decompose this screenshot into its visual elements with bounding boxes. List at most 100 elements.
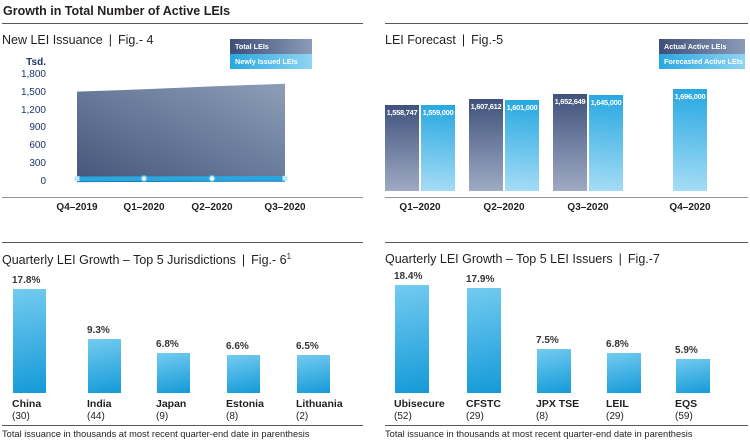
category-label: CFSTC [466,398,501,410]
bar-value-label: 1,601,000 [506,103,538,113]
count-label: (30) [12,411,30,422]
bar-LEIL [607,353,641,393]
count-label: (52) [394,411,412,422]
bar-value-label: 1,652,649 [554,97,586,107]
line-endpoint-marker [282,175,288,181]
category-label: JPX TSE [536,398,580,410]
forecasted-bar-Q2–2020 [505,100,539,191]
legend-item-actual-active-leis: Actual Active LEIs [659,39,745,54]
title-separator: | [618,252,622,266]
data-point-marker [140,174,148,183]
percent-label: 18.4% [394,271,423,283]
percent-label: 9.3% [87,324,110,336]
x-axis-line [385,197,748,198]
count-label: (9) [156,411,169,422]
bar-China [13,289,46,393]
title-separator: | [461,33,466,47]
actual-bar-Q3–2020 [553,94,587,191]
figure-number: Fig.-5 [471,33,504,47]
y-tick-label: 0 [40,175,46,187]
legend-fig5: Actual Active LEIs Forecasted Active LEI… [659,39,745,69]
chart-title-text: Quarterly LEI Growth – Top 5 LEI Issuers [385,252,613,266]
bar-value-label: 1,558,747 [386,108,418,117]
x-axis-label: Q4–2020 [669,202,711,213]
page-title: Growth in Total Number of Active LEIs [3,4,231,18]
category-label: EQS [675,398,698,410]
percent-label: 5.9% [675,344,698,356]
percent-label: 6.8% [156,339,179,351]
bar-JPX TSE [537,349,571,393]
figure-number: Fig.-7 [627,252,660,266]
panel-top5-jurisdictions: Quarterly LEI Growth – Top 5 Jurisdictio… [2,242,363,446]
bar-value-label: 1,645,000 [590,97,622,107]
line-markers [74,174,288,183]
figure-number: Fig.- 4 [118,33,154,47]
x-axis-label: Q1–2020 [399,202,441,213]
bar-value-label: 1,696,000 [674,92,706,101]
x-axis-label: Q1–2020 [123,202,165,213]
count-label: (29) [466,411,484,422]
x-axis-label: Q3–2020 [264,202,306,213]
forecasted-bar-Q3–2020 [589,94,623,191]
legend-item-forecasted-active-leis: Forecasted Active LEIs [659,54,745,69]
percent-label: 6.8% [606,339,629,351]
figure-number: Fig.- 6 [251,253,287,268]
footnote: Total issuance in thousands at most rece… [385,429,693,439]
chart-title-fig7: Quarterly LEI Growth – Top 5 LEI Issuers… [385,252,660,266]
forecasted-bar-Q1–2020 [421,105,455,191]
actual-bar-Q2–2020 [469,99,503,191]
y-tick-label: 900 [29,122,46,134]
y-tick-label: 1,800 [20,69,46,80]
count-label: (44) [87,411,105,422]
x-axis-label: Q3–2020 [567,202,609,213]
data-point-marker [208,174,216,183]
actual-bar-Q1–2020 [385,105,419,191]
category-label: India [87,398,112,410]
bar-value-label: 1,607,612 [470,102,502,112]
divider [2,425,363,426]
count-label: (59) [675,411,693,422]
title-separator: | [108,33,112,47]
legend-item-newly-issued-leis: Newly Issued LEIs [230,54,312,69]
divider [385,425,748,426]
chart-title-text: LEI Forecast [385,33,456,47]
y-tick-label: 1,500 [20,86,46,98]
chart-title-text: Quarterly LEI Growth – Top 5 Jurisdictio… [2,253,236,268]
bar-value-label: 1,559,000 [422,108,454,117]
legend-fig4: Total LEIs Newly Issued LEIs [230,39,312,69]
bar-Japan [157,353,190,393]
category-label: Lithuania [296,398,343,410]
category-label: Estonia [226,398,264,410]
title-separator: | [241,253,246,268]
percent-label: 6.6% [226,340,249,352]
percent-label: 6.5% [296,341,319,352]
y-tick-label: 600 [29,140,46,152]
category-label: LEIL [606,398,629,410]
category-label: Japan [156,398,187,410]
count-label: (29) [606,411,624,422]
figure-footnote-marker: 1 [286,252,292,261]
panel-top5-lei-issuers: Quarterly LEI Growth – Top 5 LEI Issuers… [385,242,748,446]
category-label: Ubisecure [394,398,445,410]
bar-Estonia [227,354,260,393]
panel-lei-forecast: LEI Forecast | Fig.-5 Actual Active LEIs F… [385,23,748,233]
chart-title-text: New LEI Issuance [2,33,103,47]
x-axis-label: Q2–2020 [191,202,233,213]
bar-Ubisecure [395,285,429,393]
line-endpoint-marker [74,176,80,182]
count-label: (8) [536,411,549,422]
bar-EQS [676,358,710,393]
x-axis-label: Q4–2019 [56,202,98,213]
legend-item-total-leis: Total LEIs [230,39,312,54]
count-label: (8) [226,411,239,422]
panel-new-lei-issuance: New LEI Issuance | Fig.- 4 Total LEIs Newl… [2,23,363,233]
y-tick-label: 1,200 [20,104,46,116]
footnote: Total issuance in thousands at most rece… [2,429,310,439]
percent-label: 17.9% [466,274,495,286]
count-label: (2) [296,411,309,422]
chart-title-fig6: Quarterly LEI Growth – Top 5 Jurisdictio… [2,252,291,267]
chart-title-fig5: LEI Forecast | Fig.-5 [385,33,503,47]
x-axis-label: Q2–2020 [483,202,525,213]
x-axis-line [2,197,363,198]
